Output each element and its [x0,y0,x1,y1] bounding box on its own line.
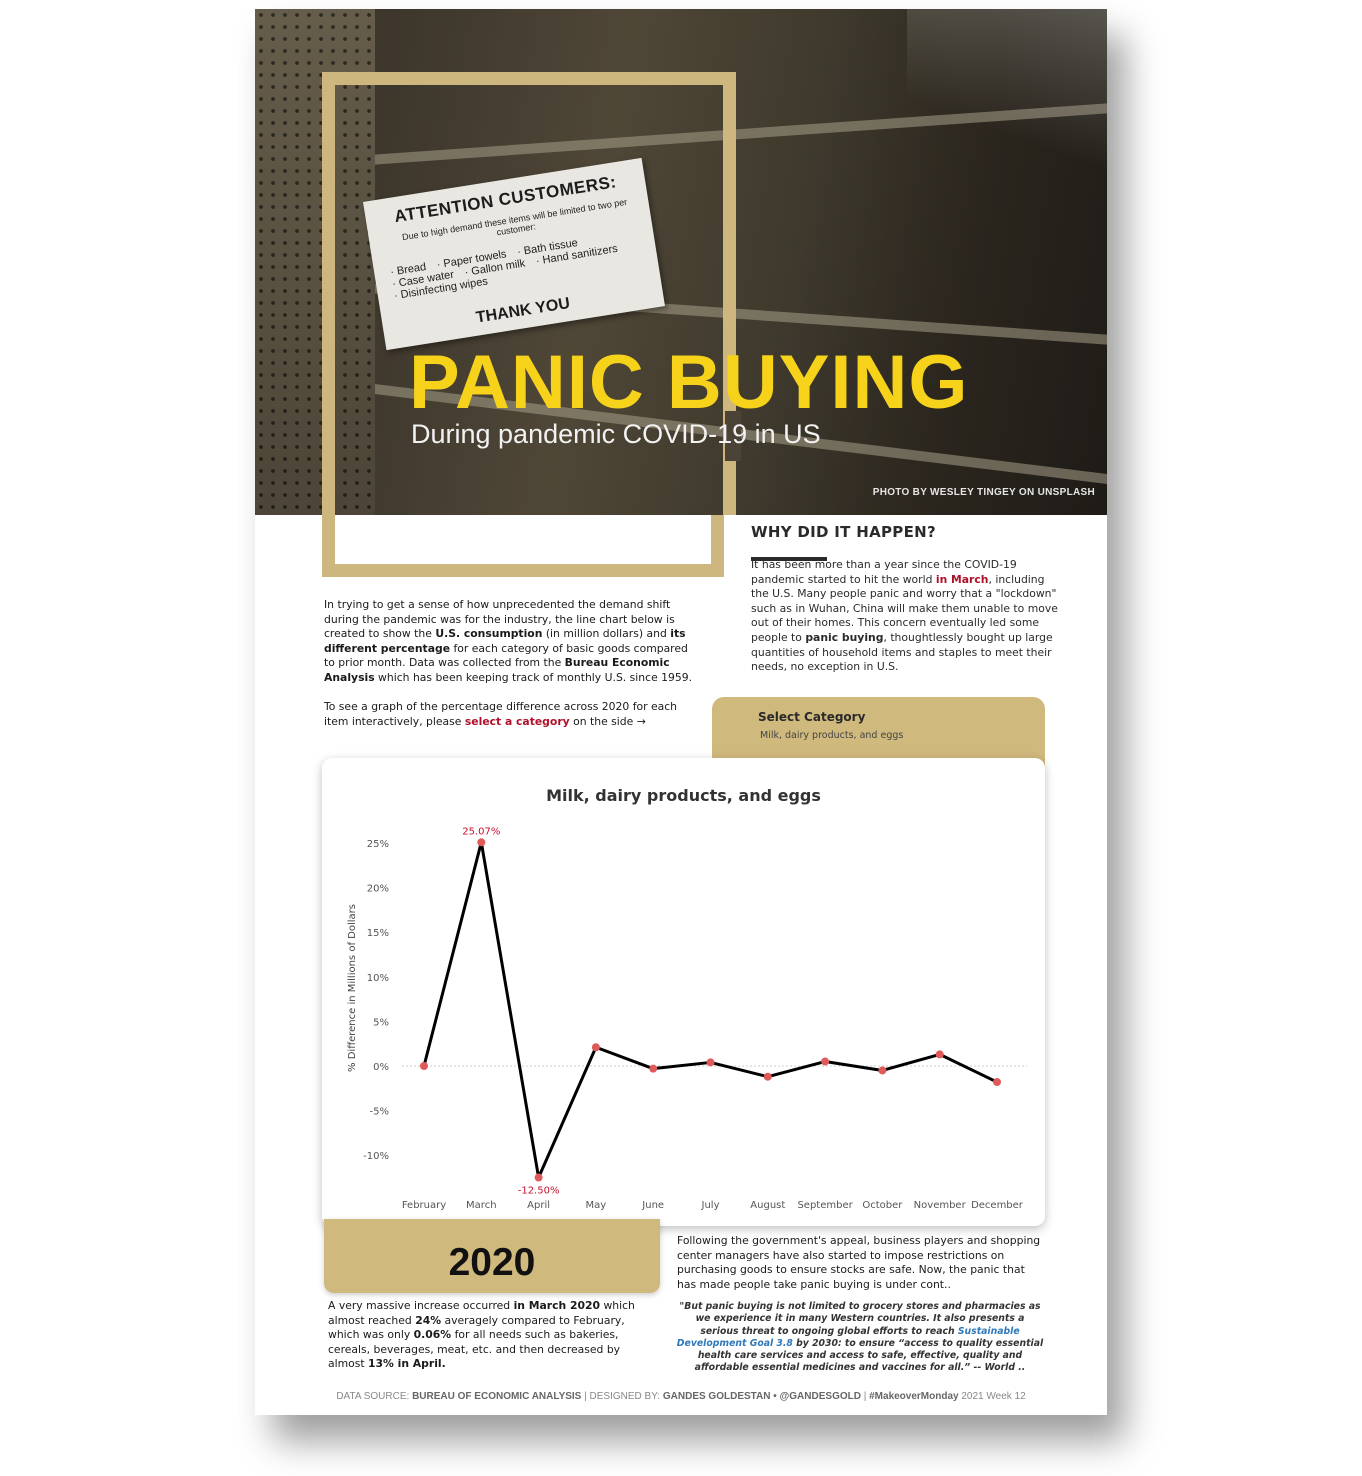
x-tick-label: December [971,1200,1024,1211]
intro-text: In trying to get a sense of how unpreced… [324,598,699,729]
x-tick-label: March [466,1200,496,1211]
hero-title: PANIC BUYING [409,340,969,425]
why-text-part: It has been more than a year since the C… [751,558,1017,586]
why-highlight: in March [935,572,989,586]
footer: DATA SOURCE: BUREAU OF ECONOMIC ANALYSIS… [255,1391,1107,1402]
chart-title: Milk, dairy products, and eggs [546,786,821,805]
intro-part: (in million dollars) and [542,627,671,641]
intro-bold: Bureau Economic Analysis [324,656,670,684]
pegboard-background [255,9,375,515]
data-point[interactable] [706,1058,715,1067]
intro-bold: its different percentage [324,627,686,655]
ceiling-light [907,9,1107,169]
viz-page: ATTENTION CUSTOMERS: Due to high demand … [255,9,1107,1415]
series-line [422,840,998,1180]
y-tick-label: -5% [370,1107,389,1118]
frame-gap [725,411,741,461]
year-label: 2020 [448,1241,536,1284]
x-axis: February March April May June July August Septe… [402,1200,1024,1211]
x-tick-label: May [586,1200,607,1211]
data-point[interactable] [649,1064,658,1073]
follow-text: Following the government's appeal, busin… [677,1234,1041,1291]
x-tick-label: October [862,1200,903,1211]
why-title: WHY DID IT HAPPEN? [751,523,936,541]
hero-banner: ATTENTION CUSTOMERS: Due to high demand … [255,9,1107,515]
y-tick-label: 20% [367,884,389,895]
insight-bold: 0.06% [413,1328,452,1342]
why-title-underline [751,557,827,561]
select-category-dropdown[interactable]: Milk, dairy products, and eggs [760,730,904,741]
photo-credit: PHOTO BY WESLEY TINGEY ON UNSPLASH [872,487,1095,498]
hero-subtitle: During pandemic COVID-19 in US [411,419,821,449]
insight-bold: 24% [415,1313,442,1327]
y-axis-label: % Difference in Millions of Dollars [347,904,358,1072]
insight-part: A very massive increase occurred [328,1299,514,1312]
data-point[interactable] [935,1050,944,1059]
x-tick-label: July [701,1200,720,1211]
select-category-label: Select Category [758,710,866,724]
data-point[interactable] [477,838,486,847]
x-tick-label: September [797,1200,853,1211]
insight-text: A very massive increase occurred in Marc… [328,1299,658,1372]
data-label: -12.50% [518,1186,560,1197]
intro-part: To see a graph of the percentage differe… [324,700,678,728]
insight-part: which almost reached [328,1299,635,1327]
y-tick-label: 0% [373,1062,389,1073]
data-point[interactable] [534,1173,543,1182]
why-bold: panic buying [805,630,884,644]
why-text-part: , including the U.S. Many people panic a… [751,572,1058,644]
footer-part: DATA SOURCE: [336,1391,413,1402]
year-tab: 2020 [324,1219,660,1293]
insight-bold: in March 2020 [513,1299,601,1312]
y-tick-label: 10% [367,973,389,984]
data-point[interactable] [821,1057,830,1066]
insight-part: averagely compared to February, which wa… [328,1313,625,1342]
x-tick-label: August [750,1200,785,1211]
insight-bold: 13% in April. [368,1357,446,1371]
y-tick-label: 5% [373,1017,389,1028]
insight-part: for all needs such as bakeries, cereals,… [328,1328,621,1371]
why-text: It has been more than a year since the C… [751,558,1063,675]
line-chart: -10% -5% 0% 5% 10% 15% 20% 25% February March Apr… [347,826,1027,1211]
data-point[interactable] [591,1043,600,1052]
sdg-link[interactable]: Sustainable Development Goal 3.8 [676,1325,1020,1349]
series-points [420,838,1001,1182]
intro-part: In trying to get a sense of how unpreced… [324,598,675,641]
x-tick-label: April [527,1200,550,1211]
y-tick-label: 25% [367,839,389,850]
x-tick-label: November [914,1200,967,1211]
data-point[interactable] [763,1072,772,1081]
quote-part: "But panic buying is not limited to groc… [679,1301,1041,1337]
chart-card: Milk, dairy products, and eggs -10% -5% 0%… [322,758,1045,1226]
data-labels: 25.07% -12.50% [462,826,559,1196]
footer-part: | [860,1391,870,1402]
quote-text: "But panic buying is not limited to groc… [675,1301,1045,1375]
data-label: 25.07% [462,826,500,837]
footer-part: 2021 Week 12 [958,1391,1026,1402]
x-tick-label: June [641,1200,664,1211]
y-tick-label: 15% [367,928,389,939]
intro-part: for each category of basic goods compare… [324,641,688,670]
select-category-link[interactable]: select a category [464,714,570,728]
gold-frame-bottom [322,515,724,577]
intro-part: on the side → [569,714,646,728]
gold-frame [322,72,736,515]
quote-part: by 2030: to ensure “access to quality es… [694,1337,1044,1374]
intro-part: which has been keeping track of monthly … [374,670,693,684]
why-text-part: , thoughtlessly bought up large quantiti… [751,630,1053,674]
quote-attribution: -- World .. [970,1362,1026,1374]
y-tick-label: -10% [363,1151,389,1162]
footer-part: | DESIGNED BY: [581,1391,663,1402]
footer-designer: GANDES GOLDESTAN • @GANDESGOLD [662,1391,861,1402]
footer-source: BUREAU OF ECONOMIC ANALYSIS [412,1391,582,1402]
data-point[interactable] [420,1062,428,1070]
footer-hashtag: #MakeoverMonday [869,1391,959,1402]
data-point[interactable] [993,1078,1001,1087]
x-tick-label: February [402,1200,446,1211]
intro-bold: U.S. consumption [435,627,543,641]
y-axis: -10% -5% 0% 5% 10% 15% 20% 25% [363,839,389,1162]
data-point[interactable] [878,1066,887,1075]
